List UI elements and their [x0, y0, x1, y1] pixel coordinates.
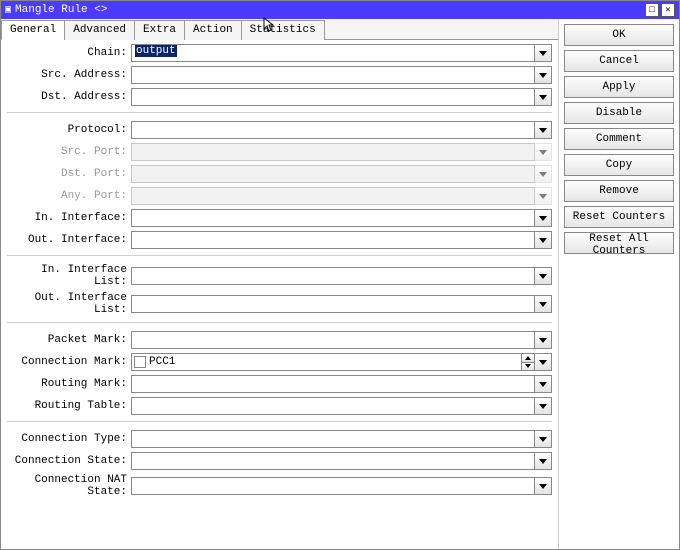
tab-advanced[interactable]: Advanced — [64, 20, 135, 40]
in-interface-list-label: In. Interface List: — [7, 264, 131, 288]
routing-mark-label: Routing Mark: — [7, 378, 131, 390]
titlebar: ▣ Mangle Rule <> □ ✕ — [1, 1, 679, 19]
packet-mark-label: Packet Mark: — [7, 334, 131, 346]
chain-input[interactable]: output — [131, 44, 535, 62]
cancel-button[interactable]: Cancel — [564, 50, 674, 72]
dst-port-dropdown — [534, 165, 552, 183]
connection-state-input[interactable] — [131, 452, 535, 470]
any-port-label: Any. Port: — [7, 190, 131, 202]
tab-bar: General Advanced Extra Action Statistics — [1, 19, 558, 40]
out-interface-list-dropdown[interactable] — [534, 295, 552, 313]
src-address-input[interactable] — [131, 66, 535, 84]
any-port-dropdown — [534, 187, 552, 205]
connection-type-label: Connection Type: — [7, 433, 131, 445]
minimize-button[interactable]: □ — [645, 3, 659, 17]
out-interface-list-input[interactable] — [131, 295, 535, 313]
tab-extra[interactable]: Extra — [134, 20, 185, 40]
connection-nat-state-label: Connection NAT State: — [7, 474, 131, 498]
src-port-input — [131, 143, 535, 161]
chain-label: Chain: — [7, 47, 131, 59]
connection-mark-label: Connection Mark: — [7, 356, 131, 368]
disable-button[interactable]: Disable — [564, 102, 674, 124]
in-interface-label: In. Interface: — [7, 212, 131, 224]
out-interface-label: Out. Interface: — [7, 234, 131, 246]
main-panel: General Advanced Extra Action Statistics… — [1, 19, 559, 549]
chain-dropdown[interactable] — [534, 44, 552, 62]
any-port-input — [131, 187, 535, 205]
connection-state-dropdown[interactable] — [534, 452, 552, 470]
remove-button[interactable]: Remove — [564, 180, 674, 202]
divider — [7, 322, 552, 323]
comment-button[interactable]: Comment — [564, 128, 674, 150]
out-interface-list-label: Out. Interface List: — [7, 292, 131, 316]
protocol-dropdown[interactable] — [534, 121, 552, 139]
dst-port-input — [131, 165, 535, 183]
connection-nat-state-input[interactable] — [131, 477, 535, 495]
connection-mark-value: PCC1 — [149, 356, 175, 368]
routing-table-input[interactable] — [131, 397, 535, 415]
dst-address-input[interactable] — [131, 88, 535, 106]
routing-table-label: Routing Table: — [7, 400, 131, 412]
connection-state-label: Connection State: — [7, 455, 131, 467]
apply-button[interactable]: Apply — [564, 76, 674, 98]
out-interface-input[interactable] — [131, 231, 535, 249]
connection-mark-field[interactable]: PCC1 — [131, 353, 522, 371]
connection-type-input[interactable] — [131, 430, 535, 448]
protocol-label: Protocol: — [7, 124, 131, 136]
src-address-dropdown[interactable] — [534, 66, 552, 84]
divider — [7, 255, 552, 256]
packet-mark-dropdown[interactable] — [534, 331, 552, 349]
tab-statistics[interactable]: Statistics — [241, 20, 325, 40]
divider — [7, 421, 552, 422]
tab-action[interactable]: Action — [184, 20, 242, 40]
app-icon: ▣ — [5, 4, 11, 16]
ok-button[interactable]: OK — [564, 24, 674, 46]
in-interface-list-input[interactable] — [131, 267, 535, 285]
routing-mark-dropdown[interactable] — [534, 375, 552, 393]
dst-address-label: Dst. Address: — [7, 91, 131, 103]
divider — [7, 112, 552, 113]
in-interface-list-dropdown[interactable] — [534, 267, 552, 285]
routing-table-dropdown[interactable] — [534, 397, 552, 415]
connection-type-dropdown[interactable] — [534, 430, 552, 448]
connection-mark-stepper[interactable] — [521, 353, 535, 371]
reset-all-counters-button[interactable]: Reset All Counters — [564, 232, 674, 254]
src-port-dropdown — [534, 143, 552, 161]
copy-button[interactable]: Copy — [564, 154, 674, 176]
routing-mark-input[interactable] — [131, 375, 535, 393]
connection-mark-dropdown[interactable] — [534, 353, 552, 371]
dst-port-label: Dst. Port: — [7, 168, 131, 180]
packet-mark-input[interactable] — [131, 331, 535, 349]
reset-counters-button[interactable]: Reset Counters — [564, 206, 674, 228]
protocol-input[interactable] — [131, 121, 535, 139]
in-interface-dropdown[interactable] — [534, 209, 552, 227]
window-title: Mangle Rule <> — [15, 4, 645, 16]
dst-address-dropdown[interactable] — [534, 88, 552, 106]
src-port-label: Src. Port: — [7, 146, 131, 158]
in-interface-input[interactable] — [131, 209, 535, 227]
tab-general[interactable]: General — [1, 20, 65, 40]
form-area: Chain: output Src. Address: Dst. Address… — [1, 40, 558, 548]
connection-mark-checkbox[interactable] — [134, 356, 146, 368]
out-interface-dropdown[interactable] — [534, 231, 552, 249]
close-button[interactable]: ✕ — [661, 3, 675, 17]
src-address-label: Src. Address: — [7, 69, 131, 81]
connection-nat-state-dropdown[interactable] — [534, 477, 552, 495]
button-panel: OK Cancel Apply Disable Comment Copy Rem… — [559, 19, 679, 549]
